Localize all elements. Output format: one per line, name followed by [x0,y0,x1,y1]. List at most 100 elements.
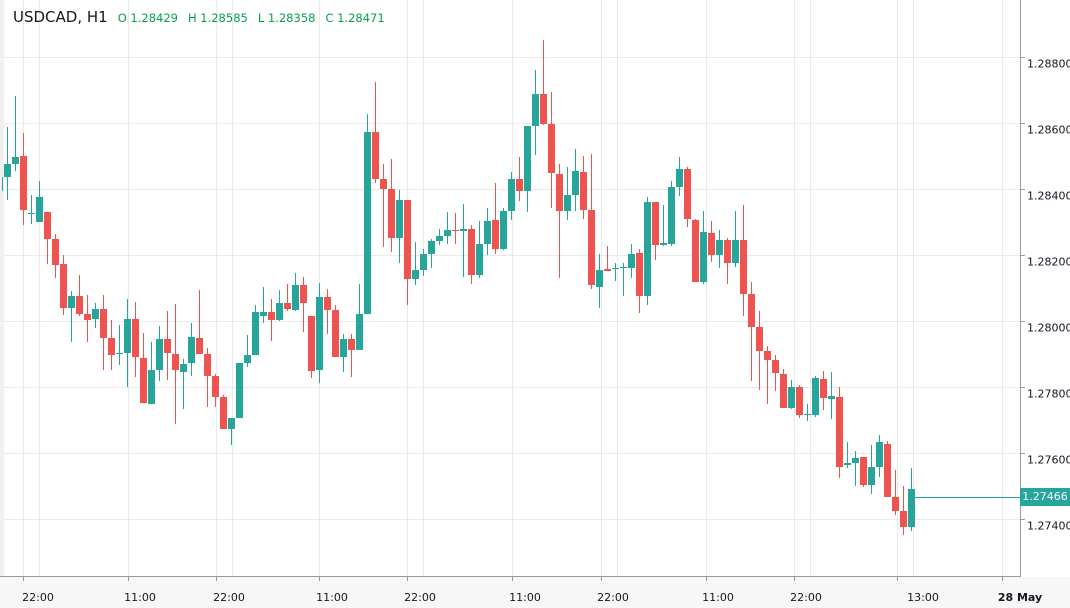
candle [284,284,291,311]
candle [404,200,411,305]
time-tick-label: 22:00 [213,591,245,604]
candle [500,208,507,250]
candle [332,305,339,357]
time-tick-label: 11:00 [124,591,156,604]
candle [356,284,363,350]
candle [740,205,747,316]
ohlc-close: C 1.28471 [325,11,385,25]
candle [452,213,459,244]
candle [412,242,419,285]
candle [548,92,555,208]
time-tick-label: 11:00 [509,591,541,604]
candle [388,159,395,252]
candle [36,181,43,222]
candle [556,164,563,278]
candle [908,468,915,531]
candle [732,211,739,267]
price-tick-label: 1.27800 [1027,388,1070,401]
candle [220,395,227,429]
candle [868,445,875,494]
price-tick-label: 1.28200 [1027,256,1070,269]
candle [12,96,19,171]
candle [20,133,27,225]
price-axis[interactable]: 1.28800 1.28600 1.28400 1.28200 1.28000 1.278… [1020,57,1070,533]
time-tick-label: 22:00 [597,591,629,604]
candle [28,195,35,224]
candle [428,239,435,268]
candle [708,221,715,262]
candle [692,219,699,282]
time-tick-label: 28 May [998,591,1042,604]
candle [588,154,595,289]
candle [820,371,827,410]
time-tick-label: 11:00 [702,591,734,604]
candle [484,208,491,255]
candle [116,325,123,365]
candle [580,156,587,219]
candle [572,149,579,211]
candle [660,205,667,246]
candle [396,190,403,263]
candle [108,320,115,370]
last-price-label: 1.27466 [1020,488,1070,506]
candle [564,167,571,220]
candle [604,246,611,271]
candle [900,486,907,535]
candlestick-series [2,40,915,535]
candle [524,126,531,212]
candle [628,244,635,278]
candle [860,457,867,487]
candle [436,229,443,245]
candle [52,234,59,278]
candle [124,299,131,387]
candle [468,225,475,284]
price-tick-label: 1.27400 [1027,520,1070,533]
candle [100,295,107,370]
candle [244,335,251,367]
candle [700,211,707,284]
candle [148,342,155,404]
candle [676,157,683,196]
candle [852,451,859,486]
candle [268,299,275,341]
candle [780,369,787,408]
candle [620,263,627,296]
candle [228,418,235,445]
candle [260,287,267,323]
candle [196,290,203,354]
time-tick-label: 22:00 [404,591,436,604]
candle [76,275,83,316]
candle [516,157,523,201]
candle [756,311,763,390]
candle [884,441,891,497]
candle [252,305,259,355]
candle [540,40,547,125]
candle [772,355,779,391]
candle [596,254,603,308]
candle [724,238,731,284]
candle [308,316,315,378]
candle [164,311,171,380]
price-tick-label: 1.28600 [1027,124,1070,137]
candle [532,70,539,155]
candle [508,172,515,220]
time-tick-label: 13:00 [907,591,939,604]
candle [644,197,651,305]
candle [84,295,91,342]
candle [44,212,51,264]
ohlc-high: H 1.28585 [187,11,248,25]
candle [180,359,187,409]
time-tick-label: 22:00 [790,591,822,604]
candle [796,385,803,418]
candle [684,167,691,227]
candle [612,263,619,281]
time-tick-label: 22:00 [22,591,54,604]
price-tick-label: 1.27600 [1027,454,1070,467]
time-tick-label: 11:00 [316,591,348,604]
candle [68,291,75,342]
time-axis[interactable]: 22:00 11:00 22:00 11:00 22:00 11:00 22:00 11:00… [22,576,1042,604]
candle [300,277,307,332]
candle [324,289,331,334]
